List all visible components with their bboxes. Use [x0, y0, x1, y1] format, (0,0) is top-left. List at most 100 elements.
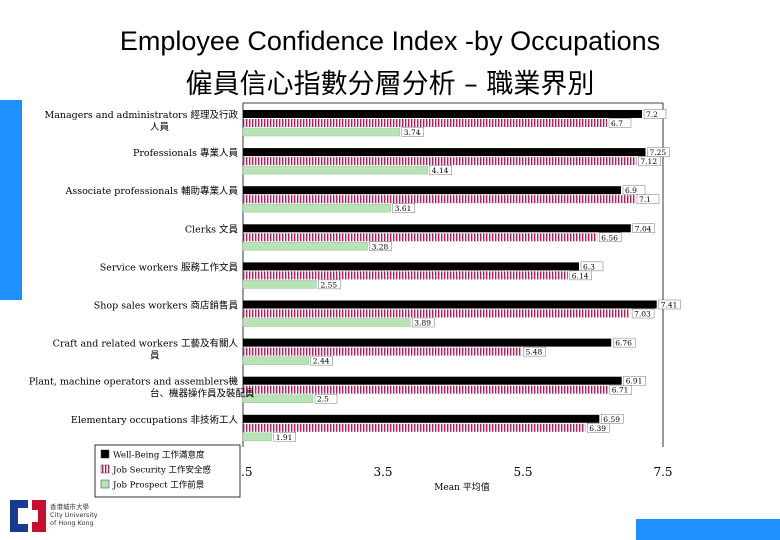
bar-3-1 [242, 127, 401, 137]
bar-2-4 [243, 233, 598, 242]
x-axis-label: Mean 平均值 [434, 481, 490, 493]
legend-label-2: Job Security 工作安全感 [112, 465, 211, 476]
value-label-3-8: 2.5 [317, 395, 329, 404]
value-label-box-3-2 [429, 165, 452, 175]
x-tick-label-2: 3.5 [373, 465, 392, 479]
value-label-1-9: 6.59 [603, 415, 620, 424]
category-label-4: Clerks 文員 [185, 223, 239, 235]
value-label-box-2-1 [608, 118, 632, 128]
category-label-1-line1: Managers and administrators 經理及行政 [44, 109, 238, 121]
bar-3-3 [242, 203, 391, 213]
category-label-9: Elementary occupations 非技術工人 [71, 414, 239, 426]
value-label-box-2-7 [523, 346, 546, 357]
value-label-box-1-7 [613, 337, 636, 348]
value-label-1-8: 6.91 [626, 377, 643, 386]
bar-1-5 [243, 262, 579, 271]
value-label-2-8: 6.71 [612, 386, 629, 395]
logo-text-line2: City University [50, 511, 98, 519]
bar-3-7 [242, 356, 310, 365]
value-label-1-2: 7.25 [650, 148, 667, 157]
value-label-box-2-6 [631, 308, 655, 319]
value-label-box-1-9 [601, 414, 624, 424]
value-label-3-1: 3.74 [404, 128, 421, 137]
value-label-2-5: 6.14 [572, 271, 589, 280]
value-label-2-4: 6.56 [601, 233, 618, 242]
bar-2-8 [243, 385, 608, 394]
value-label-1-6: 7.41 [661, 301, 678, 310]
legend: Well-Being 工作滿意度 Job Security 工作安全感 Job Pr… [94, 444, 241, 498]
bar-3-6 [242, 318, 411, 327]
value-label-2-2: 7.12 [640, 157, 657, 166]
bar-3-9 [242, 432, 272, 442]
value-label-2-6: 7.03 [634, 310, 651, 319]
bars-group [242, 110, 657, 442]
value-label-box-1-6 [658, 299, 681, 310]
category-label-8-line1: Plant, machine operators and assemblers機 [29, 376, 239, 388]
value-label-box-1-1 [643, 109, 667, 119]
value-label-1-7: 6.76 [615, 339, 632, 348]
value-label-2-3: 7.1 [639, 195, 651, 204]
value-label-box-3-4 [369, 241, 392, 252]
value-label-3-9: 1.91 [276, 433, 293, 442]
university-logo [10, 500, 46, 532]
value-label-box-1-3 [622, 185, 646, 195]
value-label-box-3-3 [392, 203, 415, 213]
value-label-1-4: 7.04 [635, 224, 652, 233]
category-label-2: Professionals 專業人員 [133, 147, 239, 159]
bar-1-7 [243, 338, 612, 347]
logo-text-line3: of Hong Kong [50, 519, 94, 527]
legend-label-3: Job Prospect 工作前景 [112, 480, 204, 491]
value-label-3-4: 3.28 [372, 242, 389, 251]
x-tick-label-4: 7.5 [653, 465, 672, 479]
value-label-box-2-2 [638, 156, 661, 166]
category-label-5: Service workers 服務工作文員 [100, 261, 239, 273]
value-label-box-3-1 [401, 127, 424, 137]
x-tick-label-3: 5.5 [513, 465, 532, 479]
value-label-3-6: 3.89 [414, 319, 431, 328]
bar-1-4 [243, 224, 631, 233]
value-label-3-5: 2.55 [321, 280, 338, 289]
bar-1-9 [243, 414, 600, 423]
value-label-box-1-5 [580, 261, 604, 272]
bar-2-7 [243, 347, 522, 356]
value-label-3-3: 3.61 [395, 204, 412, 213]
accent-bar-left [0, 100, 22, 300]
value-label-1-5: 6.3 [583, 262, 595, 271]
bar-2-1 [243, 119, 607, 127]
bar-2-6 [243, 309, 631, 318]
bar-2-5 [243, 271, 568, 280]
university-logo-text: 香港城市大學 City University of Hong Kong [50, 503, 98, 527]
accent-bar-bottom [636, 519, 780, 540]
slide-title-english: Employee Confidence Index -by Occupation… [119, 26, 661, 56]
slide-title-chinese: 僱員信心指數分層分析 – 職業界別 [185, 69, 595, 100]
value-label-box-3-6 [412, 317, 435, 328]
bar-1-6 [243, 300, 657, 309]
value-label-box-3-9 [273, 432, 296, 442]
bar-1-2 [243, 148, 646, 157]
value-label-box-3-8 [314, 394, 338, 404]
legend-box [94, 444, 241, 498]
category-label-3: Associate professionals 輔助專業人員 [64, 185, 238, 197]
bar-2-2 [243, 157, 637, 166]
bar-3-5 [242, 280, 317, 289]
bar-1-1 [243, 110, 642, 118]
legend-swatch-2 [100, 464, 110, 474]
category-label-7-line1: Craft and related workers 工藝及有關人 [53, 338, 239, 350]
legend-label-1: Well-Being 工作滿意度 [113, 450, 205, 461]
value-label-box-2-5 [569, 270, 592, 281]
category-label-8-line2: 台、機器操作員及裝配員 [150, 388, 255, 400]
value-label-box-2-9 [587, 423, 610, 433]
category-label-7-line2: 員 [150, 351, 160, 362]
bar-2-3 [243, 195, 635, 204]
value-label-box-1-4 [632, 223, 655, 234]
value-label-box-3-5 [318, 279, 341, 290]
value-label-3-7: 2.44 [313, 357, 330, 366]
value-label-box-1-8 [623, 376, 646, 386]
value-label-1-3: 6.9 [625, 186, 637, 195]
legend-swatch-1 [100, 449, 110, 459]
value-label-1-1: 7.2 [646, 110, 658, 119]
value-label-box-2-3 [636, 194, 660, 204]
